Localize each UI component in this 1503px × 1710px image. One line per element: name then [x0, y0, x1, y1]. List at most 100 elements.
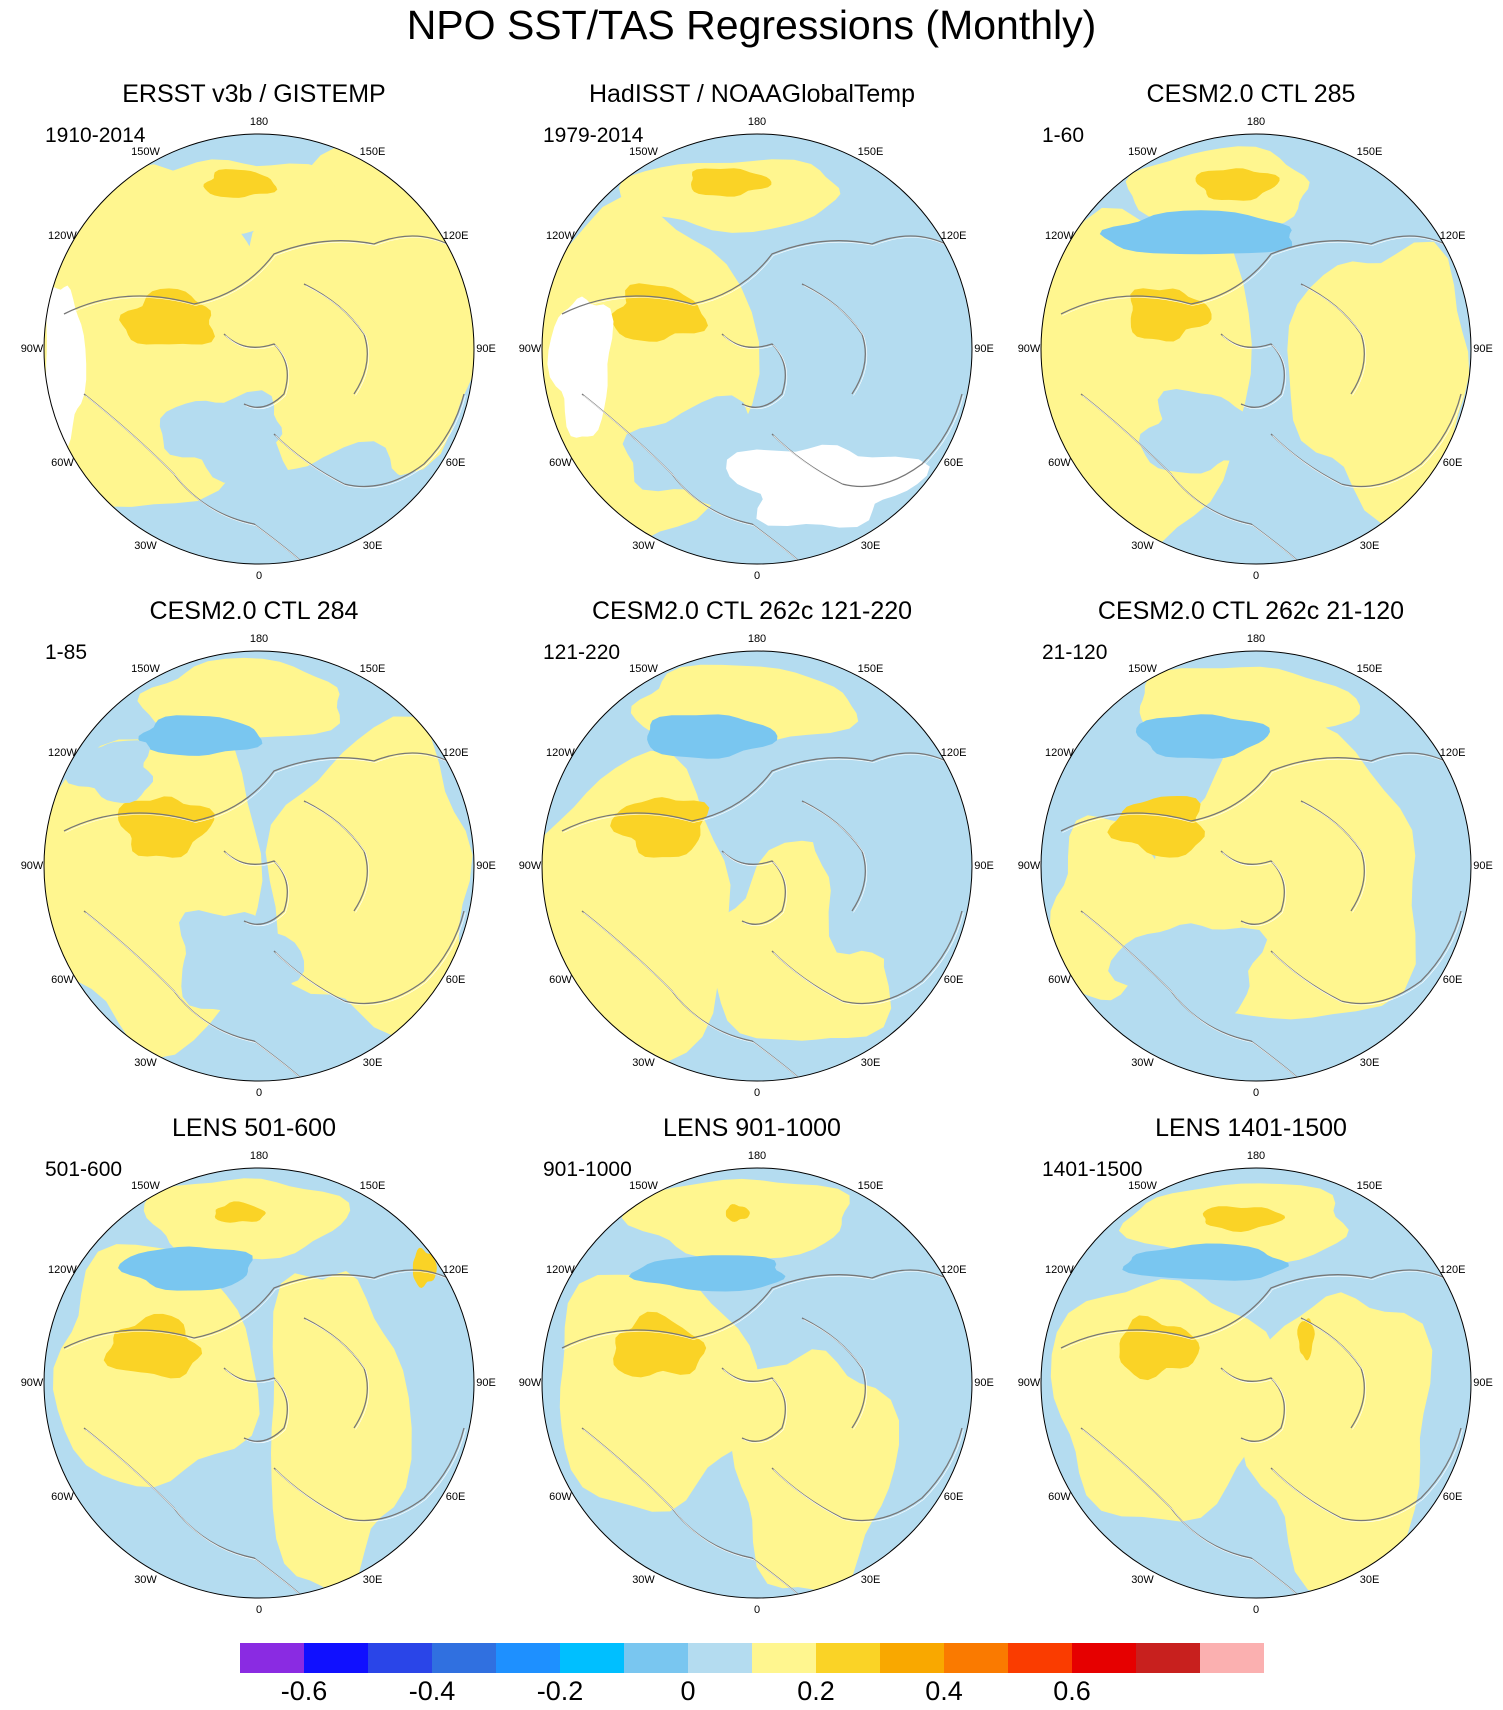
- panel-title: CESM2.0 CTL 262c 21-120: [1097, 597, 1405, 625]
- coastline-highlight: [1222, 335, 1287, 410]
- coastline: [303, 283, 368, 395]
- coastline: [1270, 910, 1462, 1005]
- colorbar-tick-label: -0.2: [536, 1676, 584, 1706]
- coastline: [1220, 850, 1285, 925]
- coastline: [801, 283, 866, 395]
- coastline: [273, 1427, 465, 1522]
- colorbar: [240, 1643, 1264, 1673]
- longitude-label: 120E: [940, 1263, 967, 1276]
- field-region: [265, 716, 473, 1036]
- coastline: [771, 910, 963, 1005]
- longitude-label: 0: [753, 1087, 761, 1099]
- longitude-label: 150E: [359, 146, 386, 159]
- longitude-label: 180: [1246, 116, 1266, 128]
- longitude-label: 180: [249, 116, 269, 128]
- longitude-label: 150E: [359, 1180, 386, 1193]
- polar-map: [43, 650, 475, 1082]
- map-panel: CESM2.0 CTL 262c 21-120 21-120 180 150E 120E…: [1001, 597, 1501, 1117]
- longitude-label: 30W: [632, 1573, 655, 1586]
- colorbar-box: [688, 1643, 752, 1673]
- longitude-label: 60W: [1048, 1490, 1071, 1503]
- colorbar-box: [1072, 1643, 1136, 1673]
- longitude-label: 30E: [860, 539, 881, 552]
- field-region: [119, 288, 215, 345]
- colorbar-box: [1200, 1643, 1264, 1673]
- coastline: [273, 910, 465, 1005]
- longitude-label: 120W: [48, 229, 77, 242]
- colorbar-box: [1008, 1643, 1072, 1673]
- map-border: [541, 133, 973, 565]
- map-panel: LENS 901-1000 901-1000 180 150E 120E 90E 60E 30…: [502, 1114, 1002, 1634]
- field-region: [809, 752, 942, 959]
- panel-period: 1401-1500: [1042, 1158, 1143, 1181]
- colorbar-tick-label: 0: [680, 1676, 696, 1706]
- panel-title: LENS 501-600: [171, 1114, 336, 1142]
- coastline-highlight: [1062, 1271, 1463, 1350]
- longitude-label: 60W: [549, 1490, 572, 1503]
- longitude-label: 60W: [51, 456, 74, 469]
- coastline-highlight: [65, 237, 466, 316]
- colorbar-box: [560, 1643, 624, 1673]
- field-region: [610, 283, 708, 342]
- field-region: [118, 1246, 253, 1291]
- longitude-label: 90E: [476, 860, 496, 872]
- longitude-label: 60W: [1048, 456, 1071, 469]
- coastline: [1270, 1427, 1462, 1522]
- panel-title: ERSST v3b / GISTEMP: [122, 80, 386, 108]
- polar-map: [541, 650, 973, 1082]
- longitude-label: 180: [747, 1150, 767, 1162]
- panel-period: 1-60: [1042, 124, 1085, 147]
- coastline-highlight: [563, 237, 964, 316]
- longitude-label: 180: [1246, 633, 1266, 645]
- coastline: [561, 1269, 963, 1349]
- colorbar-box: [944, 1643, 1008, 1673]
- longitude-label: 120E: [442, 229, 469, 242]
- longitude-label: 0: [753, 1604, 761, 1616]
- longitude-label: 90E: [1473, 860, 1493, 872]
- coastline-highlight: [1082, 912, 1303, 1081]
- coastline-highlight: [1272, 1429, 1463, 1523]
- coastline: [561, 235, 963, 315]
- polar-map: [541, 1167, 973, 1599]
- field-region: [203, 169, 278, 198]
- field-region: [1287, 241, 1470, 524]
- longitude-label: 0: [1252, 1604, 1260, 1616]
- colorbar-box: [496, 1643, 560, 1673]
- coastline-highlight: [1302, 802, 1367, 913]
- coastline: [63, 1269, 465, 1349]
- map-panel: LENS 1401-1500 1401-1500 180 150E 120E 90E 60E…: [1001, 1114, 1501, 1634]
- longitude-label: 150E: [857, 1180, 884, 1193]
- longitude-label: 30E: [362, 539, 383, 552]
- longitude-label: 0: [753, 570, 761, 582]
- longitude-label: 150W: [1128, 1180, 1157, 1193]
- longitude-label: 180: [249, 1150, 269, 1162]
- coastline: [223, 1367, 288, 1442]
- longitude-label: 150E: [1356, 146, 1383, 159]
- polar-map: [1040, 133, 1472, 565]
- longitude-label: 60E: [445, 1490, 466, 1503]
- field-region: [1122, 1243, 1289, 1281]
- coastline-highlight: [85, 395, 306, 564]
- field-region: [412, 1247, 437, 1288]
- colorbar-box: [752, 1643, 816, 1673]
- panel-title: CESM2.0 CTL 284: [149, 597, 359, 625]
- longitude-label: 30E: [860, 1573, 881, 1586]
- longitude-label: 0: [1252, 1087, 1260, 1099]
- coastline: [561, 752, 963, 832]
- longitude-label: 150W: [629, 663, 658, 676]
- longitude-label: 90E: [974, 860, 994, 872]
- longitude-label: 30E: [1359, 539, 1380, 552]
- longitude-label: 90E: [1473, 1377, 1493, 1389]
- panel-title: LENS 901-1000: [663, 1114, 841, 1142]
- longitude-label: 120W: [48, 1263, 77, 1276]
- coastline-highlight: [225, 852, 290, 927]
- colorbar-tick-label: -0.6: [280, 1676, 328, 1706]
- longitude-label: 60E: [943, 456, 964, 469]
- coastline: [63, 235, 465, 315]
- map-panel: CESM2.0 CTL 262c 121-220 121-220 180 150E 12…: [502, 597, 1002, 1117]
- polar-map: [43, 133, 475, 565]
- field-region: [46, 285, 87, 448]
- coastline-highlight: [225, 1369, 290, 1444]
- coastline: [1060, 1269, 1462, 1349]
- map-border: [43, 133, 475, 565]
